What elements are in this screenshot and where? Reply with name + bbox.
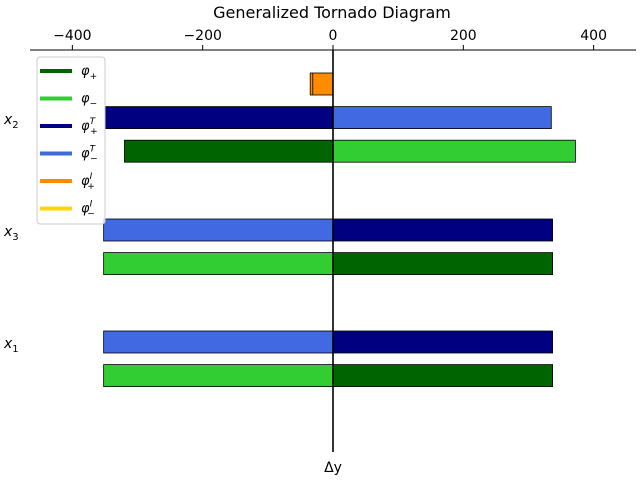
x-axis-label: Δy: [324, 460, 342, 476]
bar-x2-phi_plus: [124, 139, 334, 163]
legend-label-phi_T_minus: φT −: [81, 145, 98, 165]
legend-label-phi_I_minus: φI −: [81, 200, 95, 220]
x-tick-label: 400: [580, 28, 607, 44]
bar-x1-phi_minus: [103, 364, 334, 388]
bar-x2-phi_T_minus: [332, 106, 552, 129]
bar-x3-phi_T_minus: [103, 218, 334, 242]
bar-x3-phi_minus: [103, 252, 334, 276]
legend-label-phi_minus: φ−: [81, 92, 97, 110]
bar-area: [103, 72, 576, 388]
category-label-x3: x3: [3, 224, 19, 243]
legend: φ+ φ− φT + φT − φI + φI −: [36, 56, 106, 225]
x-tick-label: −200: [183, 28, 221, 44]
bar-x2-phi_T_plus: [104, 106, 334, 129]
bar-x3-phi_T_plus: [332, 218, 553, 242]
bar-x1-phi_T_minus: [103, 330, 334, 354]
bar-x2-phi_I_plus: [309, 72, 334, 96]
x-axis: −400 −200 0 200 400: [30, 28, 636, 51]
bar-x3-phi_plus: [332, 252, 553, 276]
legend-label-phi_T_plus: φT +: [81, 117, 98, 137]
x-tick-label: −400: [53, 28, 91, 44]
x-tick-label: 200: [450, 28, 477, 44]
x-tick-label: 0: [329, 28, 338, 44]
category-label-x2: x2: [3, 112, 19, 131]
legend-label-phi_plus: φ+: [81, 64, 97, 82]
legend-box: [36, 56, 106, 225]
bar-x1-phi_plus: [332, 364, 553, 388]
category-label-x1: x1: [3, 336, 19, 355]
legend-label-phi_I_plus: φI +: [81, 172, 95, 192]
chart-title: Generalized Tornado Diagram: [213, 3, 451, 22]
bar-x1-phi_T_plus: [332, 330, 553, 354]
bar-x2-phi_minus: [332, 139, 576, 163]
category-labels: x2 x3 x1: [3, 112, 19, 355]
